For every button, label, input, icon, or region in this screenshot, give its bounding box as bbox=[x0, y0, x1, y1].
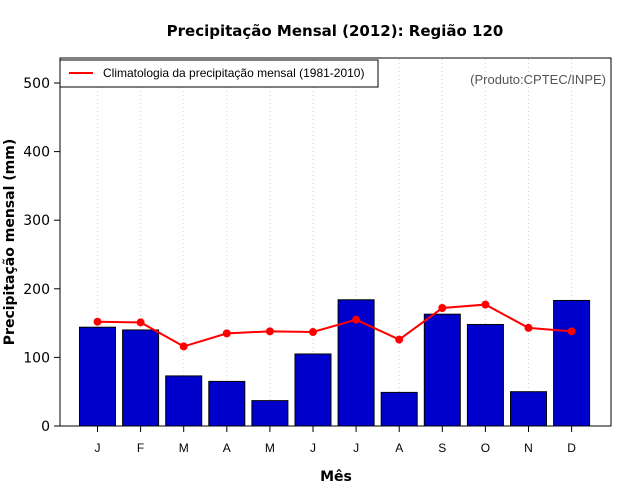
legend: Climatologia da precipitação mensal (198… bbox=[59, 59, 379, 88]
x-tick-label: O bbox=[481, 441, 490, 455]
y-tick-label: 200 bbox=[23, 282, 50, 298]
bar bbox=[208, 380, 246, 427]
climatology-point bbox=[524, 323, 533, 332]
climatology-point bbox=[438, 304, 447, 313]
bar-series bbox=[79, 299, 591, 427]
bar bbox=[510, 391, 547, 427]
legend-box bbox=[59, 59, 379, 88]
bar bbox=[294, 353, 332, 427]
x-tick-label: S bbox=[438, 441, 446, 455]
y-tick-label: 400 bbox=[23, 145, 50, 161]
climatology-point bbox=[179, 342, 188, 351]
bar bbox=[251, 400, 289, 427]
x-tick-label: M bbox=[265, 441, 275, 455]
bar bbox=[122, 329, 160, 427]
climatology-point bbox=[309, 328, 317, 337]
product-annotation: (Produto:CPTEC/INPE) bbox=[470, 72, 606, 87]
x-tick-label: J bbox=[353, 441, 359, 455]
y-tick-label: 0 bbox=[41, 419, 50, 435]
x-tick-label: M bbox=[179, 441, 189, 455]
bar bbox=[553, 299, 591, 427]
x-tick-label: D bbox=[567, 441, 576, 455]
x-tick-label: J bbox=[95, 441, 101, 455]
climatology-point bbox=[481, 300, 490, 309]
y-tick-label: 500 bbox=[23, 76, 50, 92]
bar bbox=[423, 313, 461, 427]
plot-frame bbox=[59, 57, 612, 427]
bar bbox=[165, 375, 203, 427]
legend-entry-climatology: Climatologia da precipitação mensal (198… bbox=[103, 66, 364, 80]
climatology-point bbox=[395, 335, 404, 344]
climatology-line-series bbox=[93, 300, 576, 351]
climatology-point bbox=[136, 318, 145, 327]
bar bbox=[466, 323, 504, 427]
y-tick-label: 300 bbox=[23, 213, 50, 229]
climatology-point bbox=[265, 327, 274, 336]
bar bbox=[380, 391, 418, 427]
x-axis-label: Mês bbox=[320, 469, 352, 485]
climatology-point bbox=[222, 329, 231, 338]
chart-title: Precipitação Mensal (2012): Região 120 bbox=[167, 22, 504, 40]
climatology-point bbox=[352, 315, 361, 324]
x-tick-label: A bbox=[395, 441, 403, 455]
y-axis: 0 100 200 300 400 500 bbox=[23, 76, 60, 435]
climatology-point bbox=[567, 327, 576, 336]
x-tick-label: J bbox=[310, 441, 316, 455]
x-tick-label: A bbox=[223, 441, 231, 455]
climatology-line bbox=[97, 303, 572, 348]
y-axis-label: Precipitação mensal (mm) bbox=[2, 139, 18, 345]
climatology-point bbox=[93, 317, 102, 326]
x-tick-label: N bbox=[524, 441, 533, 455]
y-tick-label: 100 bbox=[23, 350, 50, 366]
bar bbox=[79, 326, 116, 427]
x-tick-label: F bbox=[137, 441, 144, 455]
